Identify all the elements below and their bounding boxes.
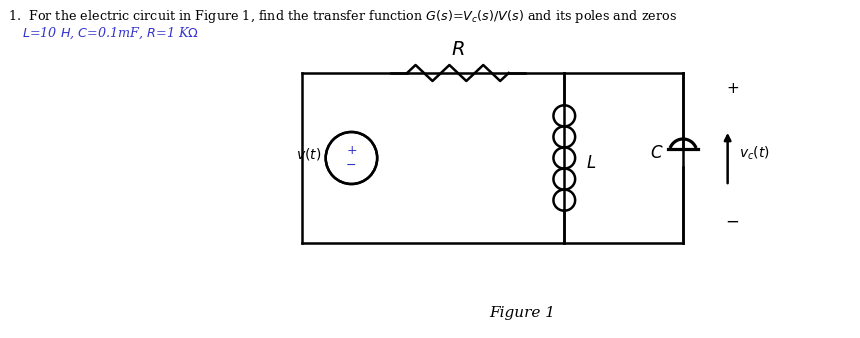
Text: $\mathit{v}_c\mathit{(t)}$: $\mathit{v}_c\mathit{(t)}$ <box>739 144 770 162</box>
Text: $\mathit{v(t)}$: $\mathit{v(t)}$ <box>297 146 322 162</box>
Text: −: − <box>726 213 740 231</box>
Text: $\mathbf{\mathit{R}}$: $\mathbf{\mathit{R}}$ <box>451 41 464 59</box>
Text: +: + <box>346 144 357 156</box>
Text: $L$=10 $H$, $C$=0.1mF, $R$=1 K$\Omega$: $L$=10 $H$, $C$=0.1mF, $R$=1 K$\Omega$ <box>22 26 199 42</box>
Circle shape <box>326 132 378 184</box>
Text: −: − <box>347 159 357 171</box>
Text: 1.  For the electric circuit in Figure 1, find the transfer function $G(s)$=$V_c: 1. For the electric circuit in Figure 1,… <box>8 8 677 25</box>
Text: +: + <box>726 81 739 96</box>
Text: Figure 1: Figure 1 <box>489 306 556 320</box>
Text: $\mathit{C}$: $\mathit{C}$ <box>650 145 663 162</box>
Text: $\mathit{L}$: $\mathit{L}$ <box>586 154 596 171</box>
